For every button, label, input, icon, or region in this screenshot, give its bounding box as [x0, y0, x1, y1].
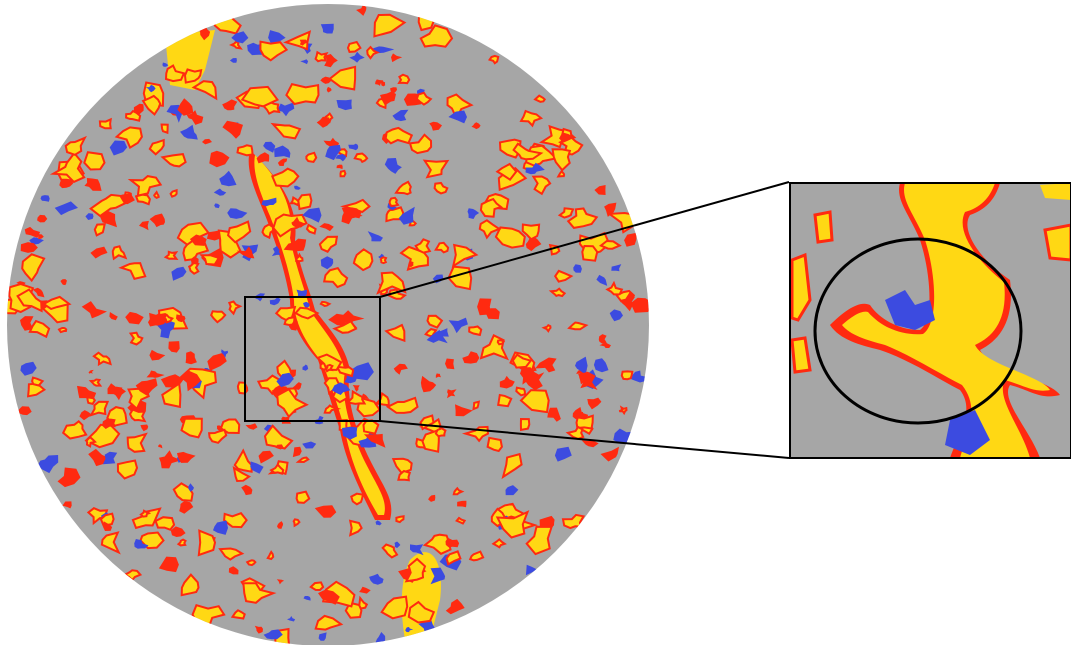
pore [390, 198, 398, 206]
pore [521, 419, 529, 430]
pore [321, 302, 330, 306]
pore [351, 494, 363, 505]
pore [316, 52, 327, 61]
pore [156, 517, 175, 530]
pore [381, 257, 386, 263]
pore [100, 119, 111, 128]
pore [341, 171, 346, 176]
page: (() => { const data = JSON.parse(documen… [0, 0, 1071, 645]
figure [0, 0, 1071, 645]
pore [84, 152, 104, 169]
pore [238, 145, 253, 155]
pore [622, 371, 633, 379]
pore [286, 84, 318, 104]
zoom-panel [790, 183, 1071, 458]
pore [474, 402, 479, 409]
pore [247, 560, 255, 565]
pore [364, 420, 379, 433]
pore [436, 428, 446, 436]
pore [162, 125, 168, 133]
pore [457, 501, 466, 508]
pore [399, 75, 409, 84]
pore [130, 410, 145, 422]
pore [792, 338, 810, 372]
pore [815, 212, 832, 242]
sample-disc [7, 4, 649, 645]
pore [582, 246, 597, 261]
pore [1045, 225, 1071, 260]
pore [326, 365, 332, 371]
pore [171, 190, 177, 196]
pore [419, 11, 434, 30]
pore [298, 195, 311, 210]
pore [498, 340, 504, 344]
pore [59, 328, 66, 332]
pore [297, 492, 310, 503]
pore [154, 192, 159, 198]
pore [306, 153, 316, 162]
